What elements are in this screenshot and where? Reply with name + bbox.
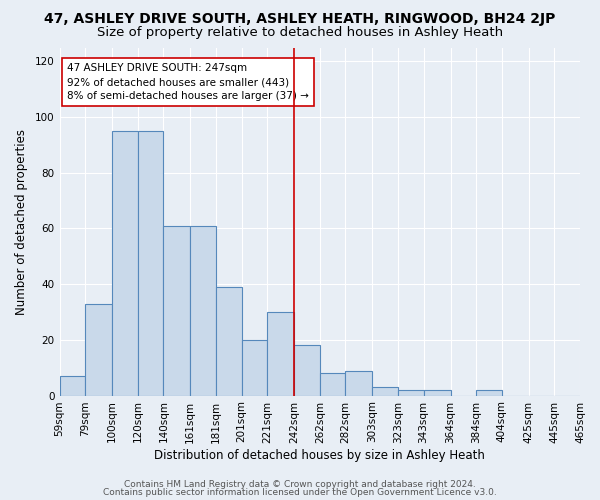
Text: 47 ASHLEY DRIVE SOUTH: 247sqm
92% of detached houses are smaller (443)
8% of sem: 47 ASHLEY DRIVE SOUTH: 247sqm 92% of det… (67, 63, 309, 101)
Bar (112, 131, 138, 396)
Bar (267, 312, 294, 396)
Bar (138, 131, 163, 396)
Bar (320, 374, 346, 396)
Bar (59, 376, 85, 396)
Bar (294, 346, 320, 396)
Bar (216, 287, 242, 396)
Bar (476, 390, 502, 396)
Bar (346, 370, 373, 396)
Bar (85, 304, 112, 396)
Bar (242, 340, 267, 396)
Bar (373, 387, 398, 396)
Bar (190, 226, 216, 396)
Bar (398, 390, 424, 396)
X-axis label: Distribution of detached houses by size in Ashley Heath: Distribution of detached houses by size … (154, 450, 485, 462)
Text: Size of property relative to detached houses in Ashley Heath: Size of property relative to detached ho… (97, 26, 503, 39)
Y-axis label: Number of detached properties: Number of detached properties (15, 128, 28, 314)
Bar (163, 226, 190, 396)
Text: Contains public sector information licensed under the Open Government Licence v3: Contains public sector information licen… (103, 488, 497, 497)
Text: Contains HM Land Registry data © Crown copyright and database right 2024.: Contains HM Land Registry data © Crown c… (124, 480, 476, 489)
Bar (424, 390, 451, 396)
Text: 47, ASHLEY DRIVE SOUTH, ASHLEY HEATH, RINGWOOD, BH24 2JP: 47, ASHLEY DRIVE SOUTH, ASHLEY HEATH, RI… (44, 12, 556, 26)
